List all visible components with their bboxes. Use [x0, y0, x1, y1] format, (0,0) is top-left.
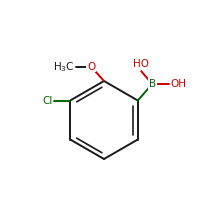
Text: B: B: [149, 79, 156, 89]
Text: O: O: [87, 62, 95, 72]
Text: HO: HO: [133, 59, 149, 69]
Text: H$_3$C: H$_3$C: [53, 60, 75, 74]
Text: Cl: Cl: [42, 96, 53, 106]
Text: OH: OH: [170, 79, 186, 89]
